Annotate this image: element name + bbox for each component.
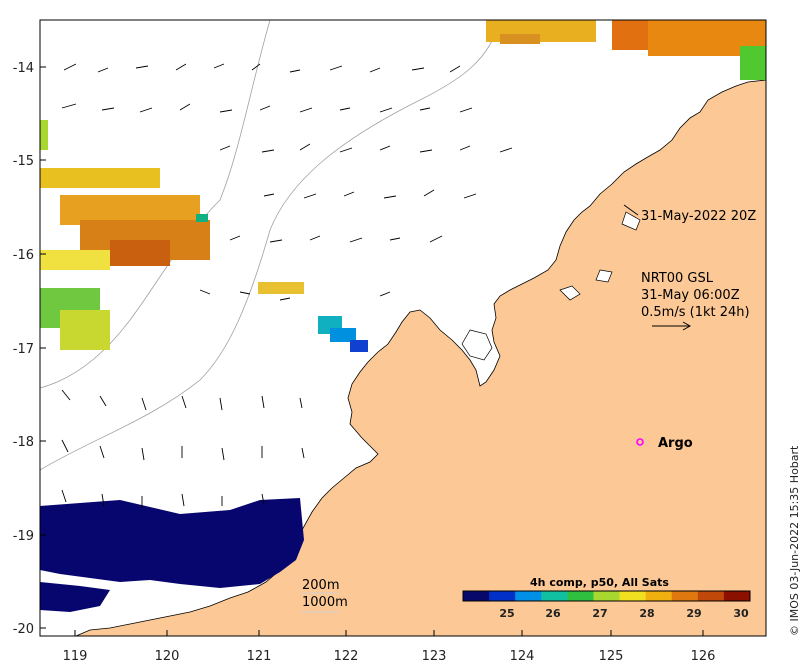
lon-tick-label: 125 [599,649,624,664]
isobath-1000-label: 1000m [302,595,348,610]
colorbar-tick-label: 25 [499,607,514,620]
colorbar-tick-label: 26 [545,607,561,620]
lat-tick-label: -18 [13,435,34,450]
argo-label: Argo [658,436,693,451]
lat-tick-label: -15 [13,154,34,169]
colorbar-segment [541,591,568,601]
lon-tick-label: 126 [691,649,716,664]
colorbar-segment [671,591,699,601]
swath-time-label: 31-May-2022 20Z [641,209,756,224]
longitude-ticks: 119 120 121 122 123 124 125 126 [63,630,716,664]
current-scale-label: 0.5m/s (1kt 24h) [641,305,750,320]
lon-tick-label: 123 [422,649,447,664]
colorbar-tick-label: 30 [733,607,749,620]
current-time-label: 31-May 06:00Z [641,288,740,303]
sst-patches [40,20,766,612]
lat-tick-label: -17 [13,342,34,357]
lat-tick-label: -16 [13,248,34,263]
colorbar-segment [723,591,751,601]
colorbar-segment [515,591,542,601]
lat-tick-label: -20 [13,622,34,637]
colorbar-segment [463,591,490,601]
swath-time-pointer [623,204,639,216]
lat-tick-label: -19 [13,529,34,544]
lon-tick-label: 124 [510,649,535,664]
colorbar-segment [619,591,647,601]
colorbar-ticks: 25 26 27 28 29 30 [499,607,749,620]
colorbar-segment [697,591,725,601]
plot-frame [39,19,767,637]
colorbar-tick-label: 27 [592,607,607,620]
colorbar [462,590,751,602]
colorbar-tick-label: 29 [686,607,701,620]
scale-arrow [652,321,692,331]
colorbar-segment [489,591,516,601]
lon-tick-label: 121 [247,649,272,664]
colorbar-segment [567,591,594,601]
lon-tick-label: 120 [155,649,180,664]
colorbar-segment [645,591,673,601]
isobath-200-label: 200m [302,578,339,593]
islands [461,211,641,361]
current-vectors [61,63,513,508]
credit-text: © IMOS 03-Jun-2022 15:35 Hobart [788,445,801,636]
argo-marker [636,438,644,446]
lat-tick-label: -14 [13,61,34,76]
lon-tick-label: 122 [334,649,359,664]
colorbar-frame [462,590,751,602]
current-product-label: NRT00 GSL [641,271,714,286]
colorbar-tick-label: 28 [639,607,654,620]
lon-tick-label: 119 [63,649,88,664]
latitude-ticks: -14 -15 -16 -17 -18 -19 -20 [13,61,46,637]
colorbar-segment [593,591,621,601]
colorbar-title: 4h comp, p50, All Sats [530,576,669,589]
